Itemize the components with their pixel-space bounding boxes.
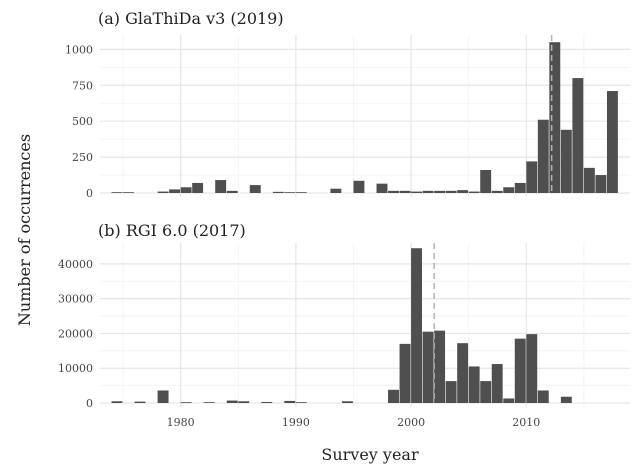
panel-b-y-tick-labels: 0 10000 20000 30000 40000	[58, 258, 93, 410]
panel-b-bar-1998	[388, 389, 399, 403]
panel-a-bar-1989	[284, 192, 296, 193]
panel-a-bar-2008	[503, 187, 515, 193]
panel-a-title: (a) GlaThiDa v3 (2019)	[98, 9, 284, 28]
panel-a-bar-2006	[480, 170, 492, 193]
panel-a-bar-2016	[595, 175, 607, 193]
panel-a-bar-2017	[606, 91, 618, 193]
x-tick-label-2010: 2010	[512, 416, 540, 429]
panel-b-bar-2013	[560, 396, 572, 403]
panel-a-y-tick-labels: 0 250 500 750 1000	[65, 43, 93, 200]
panel-a-bar-2014	[572, 78, 584, 193]
panel-a-bar-1978	[157, 191, 169, 193]
panel-b-bar-1982	[203, 402, 215, 403]
panel-b-bar-1989	[284, 400, 296, 403]
panel-a-bar-2013	[560, 129, 572, 193]
panel-a-bar-1975	[123, 192, 134, 193]
panel-b-bar-2001	[422, 331, 434, 403]
panel-a-bar-1998	[388, 190, 399, 193]
panel-b-bar-1994	[341, 401, 353, 403]
panel-b-y-tick-label: 40000	[58, 258, 93, 271]
panel-a-bar-1983	[215, 180, 227, 193]
panel-b-bar-1999	[399, 343, 411, 403]
panel-a-bar-1980	[180, 187, 192, 193]
panel-a-bar-2009	[514, 182, 526, 193]
x-tick-label-1990: 1990	[282, 416, 310, 429]
panel-a-bar-2003	[445, 190, 457, 193]
panel-b-bar-2006	[480, 381, 492, 403]
panel-a-bar-1990	[295, 192, 307, 193]
panel-a-bar-1988	[272, 191, 284, 193]
panel-b-gridlines	[100, 243, 630, 407]
x-tick-label-2000: 2000	[397, 416, 425, 429]
panel-a-y-tick-label: 250	[72, 151, 93, 164]
panel-b-y-tick-label: 10000	[58, 362, 93, 375]
panel-b-bar-2002	[434, 330, 446, 403]
x-tick-labels: 1980 1990 2000 2010	[167, 416, 541, 429]
panel-a-bar-1999	[399, 190, 411, 193]
panel-b-bar-2003	[445, 381, 457, 403]
panel-a-bar-2000	[411, 191, 423, 193]
panel-a-bar-2004	[457, 190, 469, 193]
panel-b-bar-1976	[134, 401, 146, 403]
panel-b-bar-2007	[491, 364, 503, 403]
panel-a-y-tick-label: 500	[72, 115, 93, 128]
panel-a-bar-1993	[330, 188, 342, 193]
panel-a: (a) GlaThiDa v3 (2019) 0 250 500 750 1000	[65, 9, 630, 200]
panel-a-y-tick-label: 750	[72, 79, 93, 92]
panel-b-y-tick-label: 0	[86, 397, 93, 410]
panel-a-bar-2001	[422, 190, 434, 193]
panel-a-bar-1997	[376, 183, 388, 193]
panel-b-bar-1974	[111, 401, 123, 403]
panel-b-bar-1978	[157, 390, 169, 403]
panel-a-bar-2012	[549, 42, 561, 193]
panel-b-bar-2004	[457, 343, 469, 403]
panel-b-bar-2000	[411, 248, 423, 403]
y-axis-title: Number of occurrences	[15, 134, 34, 326]
panel-a-bar-2015	[583, 167, 595, 193]
panel-a-y-tick-label: 1000	[65, 43, 93, 56]
panel-b-bar-2009	[514, 338, 526, 403]
panel-a-bar-2007	[491, 190, 503, 193]
x-tick-label-1980: 1980	[167, 416, 195, 429]
panel-a-bar-1984	[226, 190, 238, 193]
panel-a-bar-2002	[434, 190, 446, 193]
x-axis-title: Survey year	[321, 445, 419, 464]
panel-b: (b) RGI 6.0 (2017) 0 10000 20000 30000 40000	[58, 221, 630, 410]
panel-b-bar-2011	[537, 390, 549, 403]
panel-b-y-tick-label: 20000	[58, 327, 93, 340]
panel-b-bars	[111, 248, 572, 403]
panel-b-bar-2005	[468, 366, 480, 403]
panel-a-bar-1995	[353, 180, 365, 193]
panel-a-bar-1981	[192, 182, 204, 193]
panel-a-bar-2010	[526, 161, 538, 193]
panel-b-bar-1990	[295, 402, 307, 403]
panel-a-bar-1986	[249, 185, 261, 193]
panel-b-bar-1980	[180, 402, 192, 403]
panel-a-bar-1974	[111, 192, 123, 193]
panel-a-bar-2005	[468, 191, 480, 193]
panel-b-title: (b) RGI 6.0 (2017)	[98, 221, 246, 240]
panel-b-bar-1984	[226, 400, 238, 403]
panel-b-bar-1987	[261, 401, 273, 403]
panel-b-y-tick-label: 30000	[58, 293, 93, 306]
panel-a-bar-1979	[169, 189, 181, 193]
panel-b-bar-2008	[503, 398, 515, 403]
panel-b-bar-2010	[526, 334, 538, 403]
panel-b-bar-1985	[238, 401, 250, 403]
panel-a-bars	[111, 42, 618, 193]
panel-a-y-tick-label: 0	[86, 187, 93, 200]
panel-a-bar-2011	[537, 119, 549, 193]
